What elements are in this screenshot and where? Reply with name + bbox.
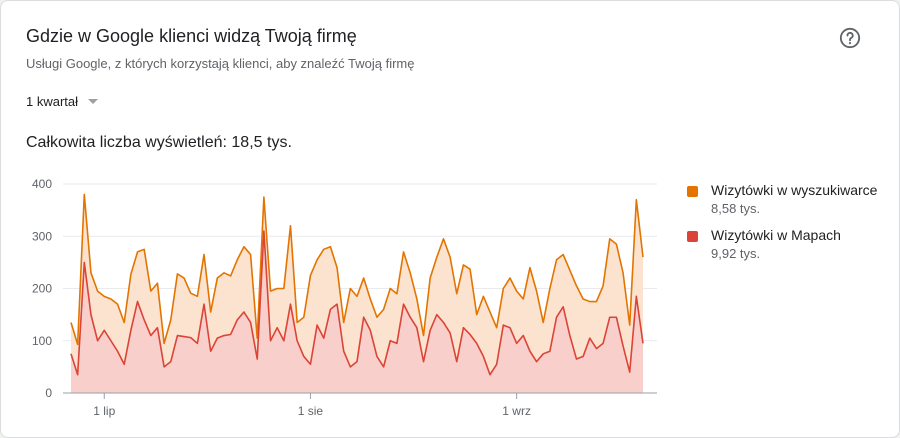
views-chart: 0 100 200 300 400 1 lip 1 sie 1 wrz bbox=[1, 161, 681, 431]
period-selected-value: 1 kwartał bbox=[26, 94, 79, 109]
total-views: Całkowita liczba wyświetleń: 18,5 tys. bbox=[26, 134, 292, 151]
legend-swatch-search bbox=[687, 186, 698, 197]
y-tick-label: 0 bbox=[45, 386, 52, 400]
views-chart-svg: 0 100 200 300 400 1 lip 1 sie 1 wrz bbox=[32, 177, 657, 418]
period-dropdown[interactable]: 1 kwartał bbox=[26, 94, 99, 109]
legend-label: Wizytówki w wyszukiwarce bbox=[711, 182, 878, 198]
legend-value: 8,58 tys. bbox=[711, 201, 761, 216]
card-subtitle: Usługi Google, z których korzystają klie… bbox=[26, 56, 415, 71]
x-tick-label: 1 sie bbox=[298, 404, 324, 418]
search-area bbox=[71, 194, 643, 375]
search-series-line bbox=[70, 193, 644, 346]
y-tick-label: 400 bbox=[32, 177, 52, 191]
x-tick-label: 1 lip bbox=[93, 404, 115, 418]
legend-item-search[interactable]: Wizytówki w wyszukiwarce 8,58 tys. bbox=[687, 181, 887, 218]
y-tick-label: 300 bbox=[32, 229, 52, 243]
legend-value: 9,92 tys. bbox=[711, 246, 761, 261]
maps-series-line bbox=[70, 230, 644, 376]
y-tick-label: 100 bbox=[32, 334, 52, 348]
x-tick-label: 1 wrz bbox=[502, 404, 531, 418]
chart-legend: Wizytówki w wyszukiwarce 8,58 tys. Wizyt… bbox=[687, 181, 887, 271]
maps-area bbox=[71, 231, 643, 393]
legend-swatch-maps bbox=[687, 231, 698, 242]
chevron-down-icon bbox=[88, 99, 99, 104]
card-title: Gdzie w Google klienci widzą Twoją firmę bbox=[26, 26, 357, 46]
legend-label: Wizytówki w Mapach bbox=[711, 227, 841, 243]
help-circle-icon[interactable] bbox=[839, 27, 861, 49]
legend-item-maps[interactable]: Wizytówki w Mapach 9,92 tys. bbox=[687, 226, 887, 263]
y-tick-label: 200 bbox=[32, 282, 52, 296]
